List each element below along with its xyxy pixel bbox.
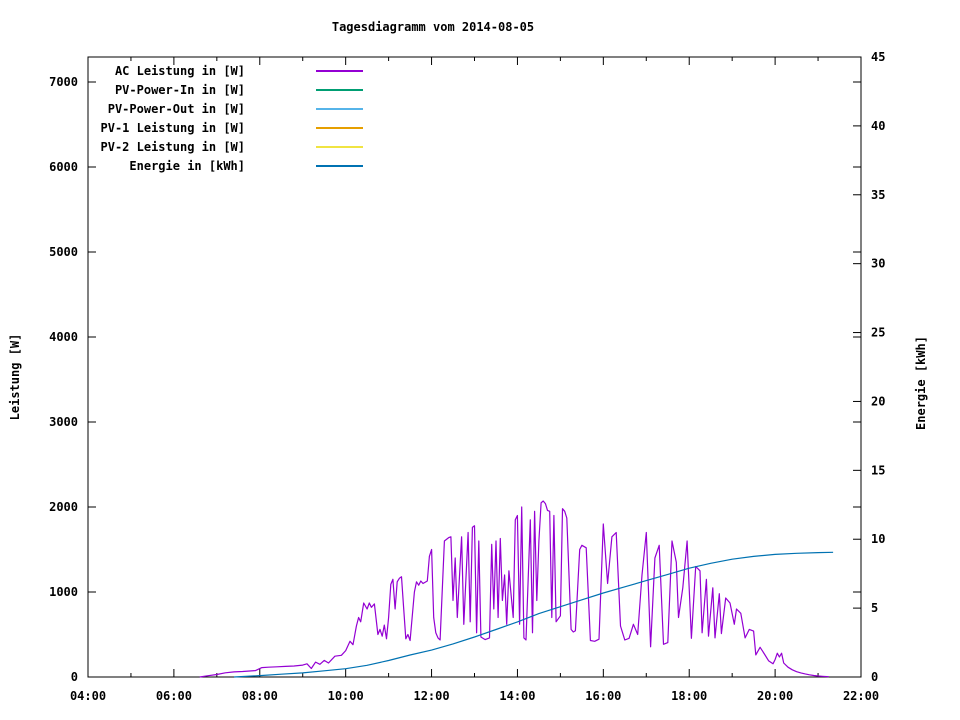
x-tick-label: 12:00 bbox=[413, 689, 449, 703]
series-line-energie-in-kwh bbox=[233, 551, 834, 678]
legend-line-swatch bbox=[316, 127, 363, 129]
y-left-tick-label: 3000 bbox=[49, 415, 78, 429]
legend-item-pv-power-in-in-w: PV-Power-In in [W] bbox=[45, 82, 363, 98]
legend-item-label: AC Leistung in [W] bbox=[114, 64, 245, 78]
legend-line-swatch bbox=[316, 70, 363, 72]
legend-item-pv-1-leistung-in-w: PV-1 Leistung in [W] bbox=[45, 120, 363, 136]
y-left-tick-label: 2000 bbox=[49, 500, 78, 514]
legend-item-pv-power-out-in-w: PV-Power-Out in [W] bbox=[45, 101, 363, 117]
legend-item-ac-leistung-in-w: AC Leistung in [W] bbox=[45, 63, 363, 79]
legend-item-label: PV-1 Leistung in [W] bbox=[100, 121, 246, 135]
legend-item-energie-in-kwh: Energie in [kWh] bbox=[45, 158, 363, 174]
x-tick-label: 10:00 bbox=[328, 689, 364, 703]
y-left-tick-label: 1000 bbox=[49, 585, 78, 599]
y-left-tick-label: 0 bbox=[71, 670, 78, 684]
y-left-tick-label: 7000 bbox=[49, 75, 78, 89]
legend-line-swatch bbox=[316, 89, 363, 91]
series-line-ac-leistung-in-w bbox=[199, 500, 829, 678]
y-right-tick-label: 10 bbox=[871, 532, 885, 546]
x-tick-label: 20:00 bbox=[757, 689, 793, 703]
y-left-tick-label: 6000 bbox=[49, 160, 78, 174]
y-right-tick-label: 5 bbox=[871, 601, 878, 615]
x-tick-label: 16:00 bbox=[585, 689, 621, 703]
x-tick-label: 18:00 bbox=[671, 689, 707, 703]
y-right-tick-label: 25 bbox=[871, 326, 885, 340]
y-right-tick-label: 35 bbox=[871, 188, 885, 202]
y-right-tick-label: 45 bbox=[871, 50, 885, 64]
x-tick-label: 04:00 bbox=[70, 689, 106, 703]
legend-item-label: PV-2 Leistung in [W] bbox=[100, 140, 246, 154]
x-tick-label: 14:00 bbox=[499, 689, 535, 703]
chart-title: Tagesdiagramm vom 2014-08-05 bbox=[331, 20, 535, 34]
right-axis-title: Energie [kWh] bbox=[914, 336, 928, 430]
x-tick-label: 06:00 bbox=[156, 689, 192, 703]
y-right-tick-label: 40 bbox=[871, 119, 885, 133]
left-axis-title: Leistung [W] bbox=[8, 333, 22, 421]
y-left-tick-label: 5000 bbox=[49, 245, 78, 259]
legend-line-swatch bbox=[316, 146, 363, 148]
legend-item-label: PV-Power-In in [W] bbox=[114, 83, 245, 97]
x-tick-label: 08:00 bbox=[242, 689, 278, 703]
x-tick-label: 22:00 bbox=[843, 689, 879, 703]
y-right-tick-label: 20 bbox=[871, 394, 885, 408]
legend-item-label: PV-Power-Out in [W] bbox=[107, 102, 245, 116]
y-left-tick-label: 4000 bbox=[49, 330, 78, 344]
y-right-tick-label: 15 bbox=[871, 463, 885, 477]
legend-line-swatch bbox=[316, 108, 363, 110]
legend-item-pv-2-leistung-in-w: PV-2 Leistung in [W] bbox=[45, 139, 363, 155]
legend-line-swatch bbox=[316, 165, 363, 167]
legend-item-label: Energie in [kWh] bbox=[129, 159, 245, 173]
y-right-tick-label: 0 bbox=[871, 670, 878, 684]
y-right-tick-label: 30 bbox=[871, 257, 885, 271]
